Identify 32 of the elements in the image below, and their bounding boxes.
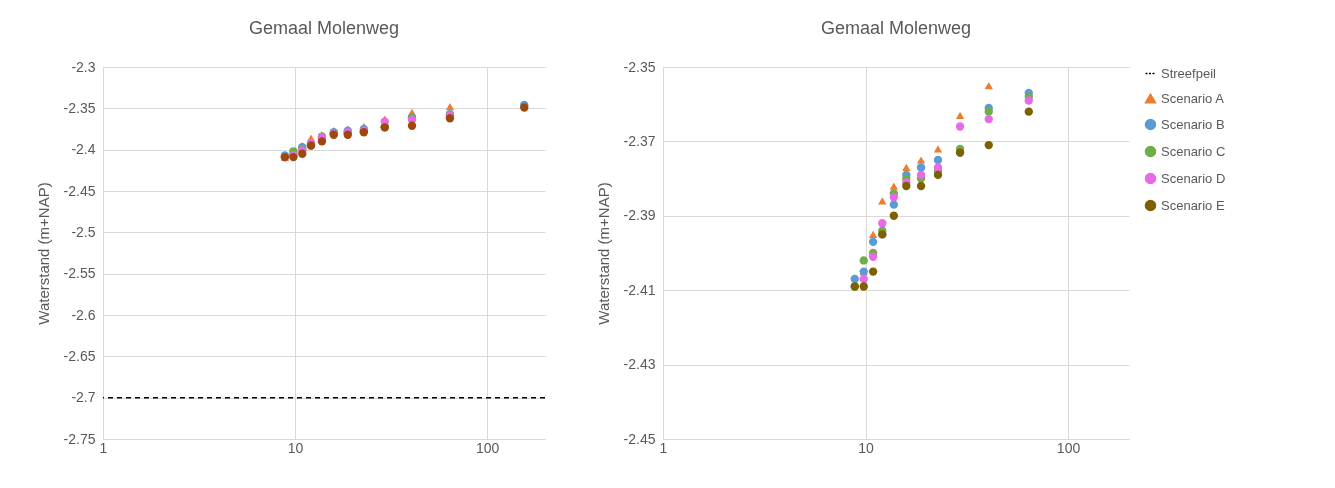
y-tick-label: -2.65 [63, 347, 96, 364]
y-tick-label: -2.43 [623, 356, 656, 373]
x-tick-label: 1 [99, 439, 108, 456]
y-tick-label: -2.45 [63, 182, 96, 199]
y-tick-label: -2.5 [71, 223, 96, 240]
y-tick-label: -2.35 [623, 58, 656, 75]
y-tick-label: -2.39 [623, 207, 656, 224]
legend-label: Scenario E [1161, 197, 1225, 213]
y-tick-label: -2.41 [623, 281, 656, 298]
y-tick-label: -2.7 [71, 389, 96, 406]
y-tick-label: -2.55 [63, 265, 96, 282]
y-tick-label: -2.35 [63, 99, 96, 116]
x-tick-label: 10 [858, 439, 875, 456]
chart-title: Gemaal Molenweg [820, 18, 972, 38]
x-tick-label: 100 [476, 439, 500, 456]
x-tick-label: 10 [287, 439, 304, 456]
y-tick-label: -2.4 [71, 141, 96, 158]
y-tick-label: -2.45 [623, 430, 656, 447]
x-tick-label: 1 [659, 439, 668, 456]
legend-label: Scenario B [1161, 116, 1225, 132]
legend-label: Scenario D [1161, 170, 1226, 186]
y-tick-label: -2.75 [63, 430, 96, 447]
y-axis-title: Waterstand (m+NAP) [34, 182, 52, 325]
y-tick-label: -2.6 [71, 306, 96, 323]
y-axis-title: Waterstand (m+NAP) [594, 182, 612, 325]
legend-label: Streefpeil [1161, 65, 1217, 81]
y-tick-label: -2.3 [71, 58, 96, 75]
chart-title: Gemaal Molenweg [248, 18, 400, 38]
legend-label: Scenario A [1161, 90, 1225, 106]
y-tick-label: -2.37 [623, 132, 656, 149]
x-tick-label: 100 [1056, 439, 1081, 456]
legend-label: Scenario C [1161, 143, 1226, 159]
